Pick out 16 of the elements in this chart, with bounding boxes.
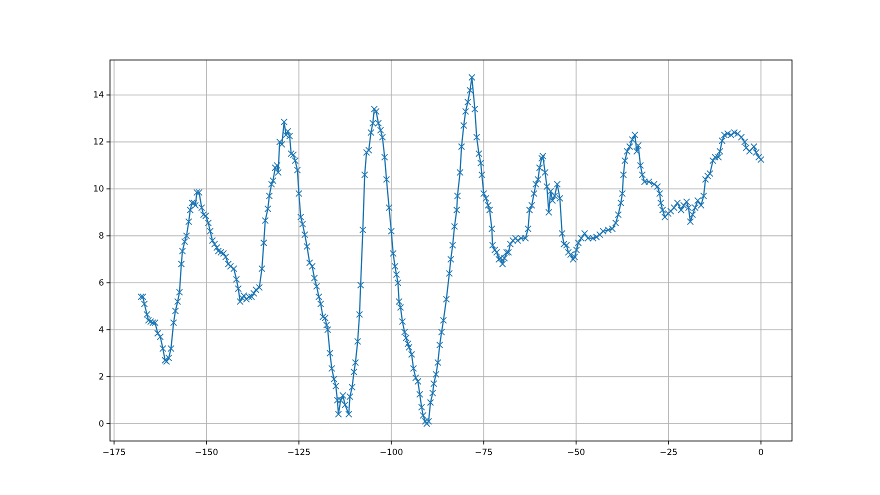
x-tick-label: 0 [758,448,764,458]
y-tick-label: 2 [98,372,104,382]
x-tick-label: −175 [102,448,126,458]
y-tick-label: 8 [98,232,104,242]
x-tick-label: −50 [567,448,586,458]
y-tick-label: 4 [98,325,104,336]
y-tick-label: 0 [98,419,104,430]
y-tick-label: 6 [98,278,104,288]
x-tick-label: −125 [287,448,311,458]
y-tick-label: 12 [93,138,104,148]
x-tick-label: −100 [380,448,403,458]
x-tick-label: −150 [194,448,218,458]
x-tick-label: −75 [474,448,493,458]
y-tick-label: 14 [93,90,104,101]
y-tick-label: 10 [93,184,104,195]
x-tick-label: −25 [660,448,678,458]
